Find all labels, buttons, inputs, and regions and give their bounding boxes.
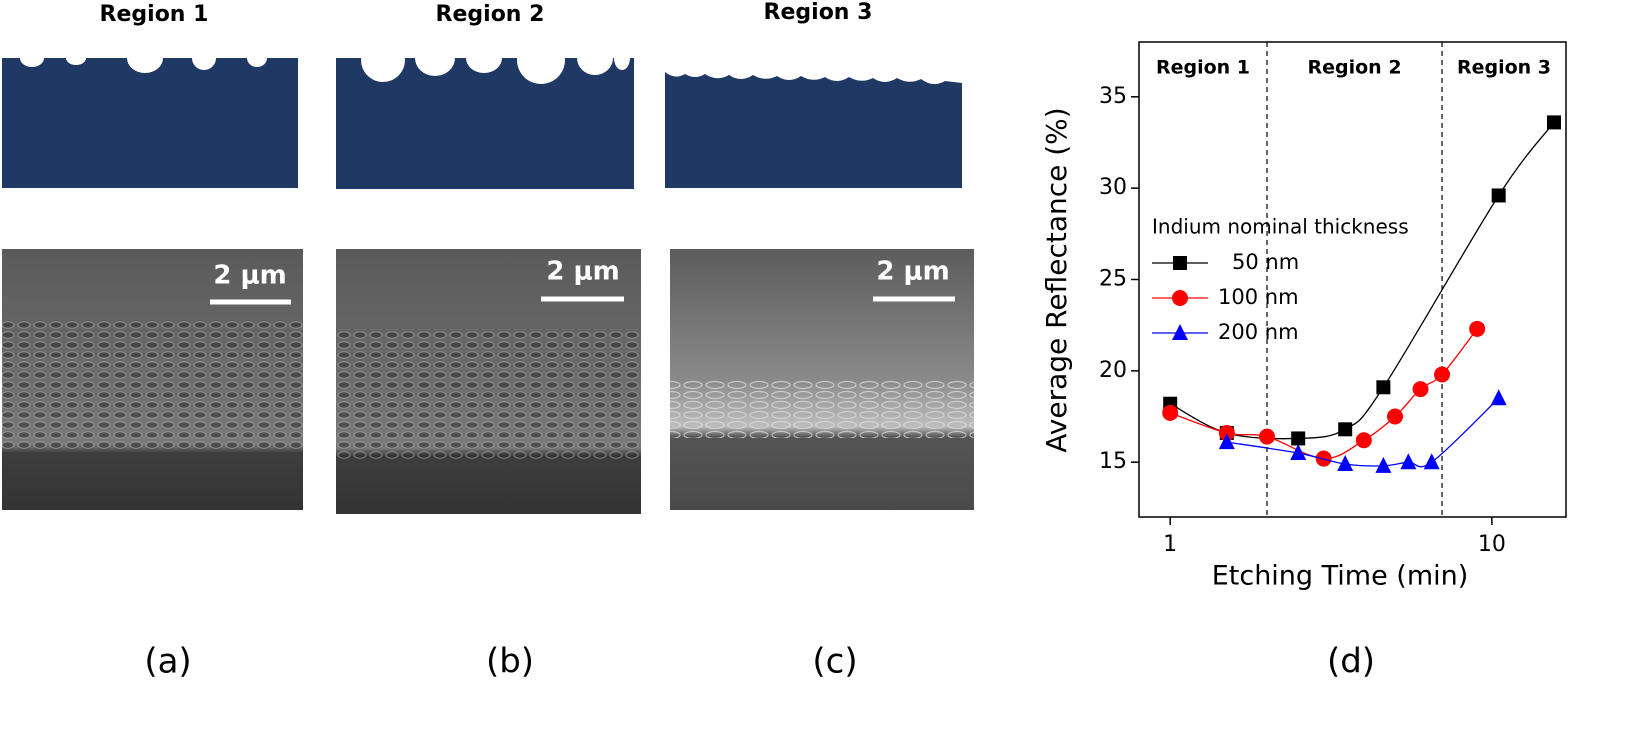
- schematic-b: [336, 36, 634, 189]
- panel-label: (c): [812, 642, 857, 682]
- plot-frame: [1138, 41, 1567, 518]
- y-tick-label: 35: [1099, 84, 1127, 109]
- marker: [1412, 381, 1429, 398]
- marker: [1218, 433, 1235, 450]
- marker: [1338, 422, 1353, 437]
- marker: [1490, 389, 1507, 406]
- panel-label: (d): [1327, 642, 1375, 682]
- marker: [1423, 453, 1440, 470]
- y-tick-label: 20: [1099, 358, 1127, 383]
- y-axis-label: Average Reflectance (%): [1040, 107, 1073, 452]
- scale-bar-label: 2 μm: [213, 261, 286, 291]
- chart: Etching Time (min) Average Reflectance (…: [1040, 41, 1567, 592]
- legend-marker: [1172, 290, 1188, 306]
- sem-a: [2, 249, 303, 510]
- marker: [1376, 380, 1391, 395]
- marker: [1290, 444, 1307, 461]
- region-label: Region 1: [1156, 57, 1250, 79]
- marker: [1434, 366, 1451, 383]
- series-line: [1169, 121, 1555, 440]
- legend-label: 100 nm: [1218, 285, 1299, 309]
- marker: [1162, 404, 1179, 421]
- panel-label: (a): [144, 642, 191, 682]
- region-label: Region 3: [1457, 57, 1551, 79]
- y-tick-label: 25: [1099, 267, 1127, 292]
- sem-c: [670, 249, 974, 510]
- sem-b: [336, 249, 641, 514]
- schematic-c: [665, 58, 962, 188]
- y-tick-label: 15: [1099, 449, 1127, 474]
- legend-label: 50 nm: [1232, 250, 1299, 274]
- legend-marker: [1172, 324, 1188, 340]
- marker: [1259, 428, 1276, 445]
- x-tick-label: 1: [1163, 532, 1177, 557]
- scale-bar-label: 2 μm: [546, 257, 619, 287]
- y-tick-label: 30: [1099, 175, 1127, 200]
- marker: [1291, 431, 1306, 446]
- marker: [1491, 188, 1506, 203]
- legend-marker: [1173, 256, 1187, 270]
- schematic-a: [2, 43, 298, 188]
- marker: [1400, 453, 1417, 470]
- region-label: Region 2: [1308, 57, 1402, 79]
- marker: [1218, 424, 1235, 441]
- marker: [1375, 456, 1392, 473]
- legend-label: 200 nm: [1218, 320, 1299, 344]
- marker: [1337, 455, 1354, 472]
- panel-label: (b): [486, 642, 534, 682]
- marker: [1546, 115, 1561, 130]
- scale-bar-label: 2 μm: [876, 257, 949, 287]
- region-title: Region 3: [764, 0, 873, 25]
- region-title: Region 1: [100, 2, 209, 27]
- legend-title: Indium nominal thickness: [1152, 215, 1409, 239]
- marker: [1355, 432, 1372, 449]
- marker: [1469, 320, 1486, 337]
- x-axis-label: Etching Time (min): [1212, 561, 1469, 592]
- x-tick-label: 10: [1478, 532, 1506, 557]
- series-line: [1169, 328, 1478, 460]
- region-title: Region 2: [436, 2, 545, 27]
- marker: [1387, 408, 1404, 425]
